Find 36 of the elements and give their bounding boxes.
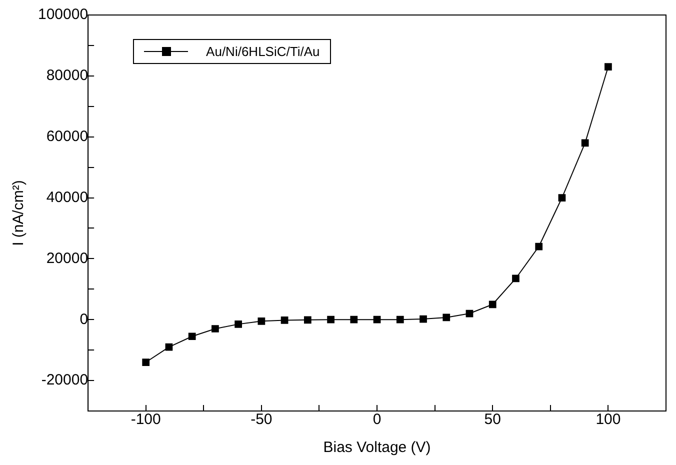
point — [304, 316, 312, 324]
point — [188, 332, 196, 340]
point — [581, 139, 589, 147]
y-tick-label: 40000 — [46, 188, 88, 206]
x-tick-label: -50 — [250, 411, 272, 428]
point — [466, 310, 474, 318]
y-tick-label: -20000 — [41, 372, 88, 389]
x-tick-label: -100 — [130, 411, 161, 428]
point — [280, 316, 288, 324]
legend-label: Au/Ni/6HLSiC/Ti/Au — [206, 44, 320, 59]
y-tick-label: 100000 — [38, 6, 88, 24]
y-tick-label: 60000 — [46, 128, 88, 145]
point — [420, 315, 427, 323]
point — [604, 63, 612, 70]
y-axis-title: I (nA/cm²) — [10, 180, 28, 246]
point — [558, 194, 566, 202]
y-tick-label: 20000 — [46, 250, 88, 267]
point — [212, 325, 219, 332]
point — [350, 316, 358, 324]
x-tick-label: 50 — [484, 411, 501, 428]
point — [488, 300, 496, 308]
point — [373, 316, 381, 324]
x-tick-label: 100 — [596, 411, 621, 428]
y-tick-label: 0 — [80, 310, 88, 328]
point — [512, 274, 520, 282]
y-tick-label: 80000 — [46, 67, 88, 84]
point — [258, 317, 266, 325]
x-axis-title: Bias Voltage (V) — [323, 439, 431, 456]
point — [142, 358, 150, 366]
x-tick-label: 0 — [372, 411, 382, 428]
point — [442, 314, 450, 322]
point — [396, 316, 404, 324]
point — [165, 343, 173, 351]
point — [327, 316, 334, 324]
point — [535, 242, 543, 250]
point — [234, 320, 242, 328]
